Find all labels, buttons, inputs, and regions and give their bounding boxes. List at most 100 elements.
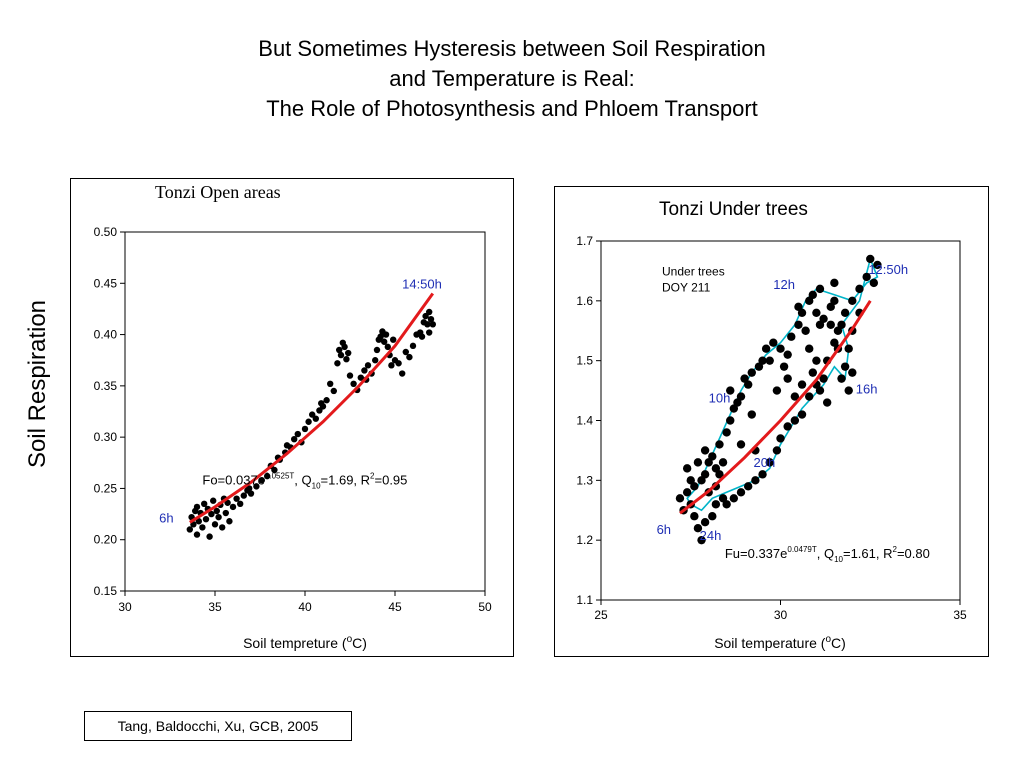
data-point — [726, 386, 735, 395]
chart-title-open-areas: Tonzi Open areas — [155, 182, 281, 202]
time-annotation: 12h — [773, 277, 795, 292]
data-point — [783, 422, 792, 431]
data-point — [193, 503, 201, 511]
data-point — [229, 503, 237, 511]
exponential-fit-line — [679, 299, 872, 515]
data-point — [381, 338, 388, 345]
data-point — [199, 524, 206, 531]
data-point — [305, 418, 312, 425]
data-point — [797, 380, 807, 389]
data-point — [346, 372, 354, 379]
data-point — [233, 495, 240, 502]
data-point — [822, 398, 832, 407]
data-point — [382, 331, 390, 338]
data-point — [327, 380, 334, 388]
data-point — [427, 315, 435, 323]
data-point — [399, 370, 406, 377]
y-tick-label: 1.2 — [576, 533, 593, 547]
slide-title: But Sometimes Hysteresis between Soil Re… — [0, 34, 1024, 124]
x-tick-label: 35 — [953, 608, 967, 622]
data-point — [388, 362, 395, 369]
data-point — [375, 336, 382, 343]
time-annotation: 6h — [159, 510, 173, 525]
data-point — [186, 526, 193, 533]
data-point — [330, 387, 337, 395]
data-point — [769, 338, 778, 347]
y-tick-label: 1.7 — [576, 234, 593, 248]
data-point — [805, 392, 814, 401]
data-point — [840, 362, 850, 371]
data-point — [765, 356, 774, 365]
data-point — [334, 360, 341, 367]
y-tick-label: 1.4 — [576, 414, 593, 428]
data-point — [740, 374, 749, 383]
data-point — [743, 482, 753, 491]
data-point — [686, 476, 695, 485]
data-point — [301, 425, 309, 433]
data-point — [718, 494, 728, 503]
data-point — [211, 521, 219, 528]
data-point — [866, 254, 875, 264]
x-tick-label: 45 — [388, 600, 402, 614]
data-point — [830, 278, 839, 288]
data-point — [341, 343, 348, 351]
y-tick-label: 0.40 — [94, 328, 118, 342]
data-point — [682, 464, 692, 473]
citation-box: Tang, Baldocchi, Xu, GCB, 2005 — [84, 711, 352, 741]
y-tick-label: 1.3 — [576, 473, 593, 487]
data-point — [801, 326, 810, 335]
chart-title-under-trees: Tonzi Under trees — [659, 199, 808, 220]
slide-title-line-1: But Sometimes Hysteresis between Soil Re… — [258, 36, 766, 61]
data-point — [318, 400, 325, 407]
data-point — [323, 397, 330, 404]
data-point — [797, 410, 807, 419]
data-point — [873, 260, 882, 270]
data-point — [700, 518, 710, 527]
data-point — [815, 320, 825, 329]
time-annotation: 6h — [657, 522, 671, 537]
data-point — [222, 509, 229, 517]
data-point — [761, 344, 771, 353]
x-tick-label: 25 — [594, 608, 608, 622]
data-point — [240, 492, 247, 499]
data-point — [291, 435, 298, 443]
y-tick-label: 0.20 — [94, 533, 118, 547]
data-point — [776, 344, 785, 353]
data-point — [682, 488, 692, 497]
data-point — [316, 407, 323, 414]
data-point — [361, 367, 368, 374]
data-point — [808, 290, 818, 300]
y-tick-label: 0.25 — [94, 481, 118, 495]
data-point — [247, 490, 255, 497]
data-point — [253, 483, 260, 490]
data-point — [206, 533, 213, 540]
time-annotation: 14:50h — [402, 276, 442, 291]
data-point — [787, 332, 796, 341]
data-point — [747, 368, 756, 377]
data-point — [226, 518, 233, 525]
data-point — [715, 440, 724, 449]
data-point — [862, 272, 871, 282]
data-point — [736, 440, 746, 449]
chart-under-trees: 1.1 1.2 1.3 1.4 1.5 1.6 1.7 25 30 35 Soil temperat… — [576, 234, 967, 651]
data-point — [708, 512, 717, 521]
fit-equation: Fo=0.037e0.0525T, Q10=1.69, R2=0.95 — [202, 471, 407, 490]
data-point — [258, 477, 265, 484]
data-point — [783, 374, 792, 383]
y-axis-label: Soil Respiration — [24, 299, 51, 469]
data-point — [844, 344, 853, 353]
data-point — [790, 416, 800, 425]
data-point — [208, 510, 215, 518]
data-point — [812, 308, 821, 317]
data-point — [294, 430, 301, 438]
data-point — [751, 476, 760, 485]
data-point — [711, 500, 721, 509]
time-annotation: 20h — [753, 455, 775, 470]
data-point — [772, 446, 782, 455]
data-point — [343, 355, 350, 363]
data-point — [729, 494, 739, 503]
data-point — [722, 428, 731, 437]
data-point — [690, 512, 699, 521]
time-annotation: 12:50h — [868, 262, 908, 277]
data-point — [869, 278, 879, 288]
